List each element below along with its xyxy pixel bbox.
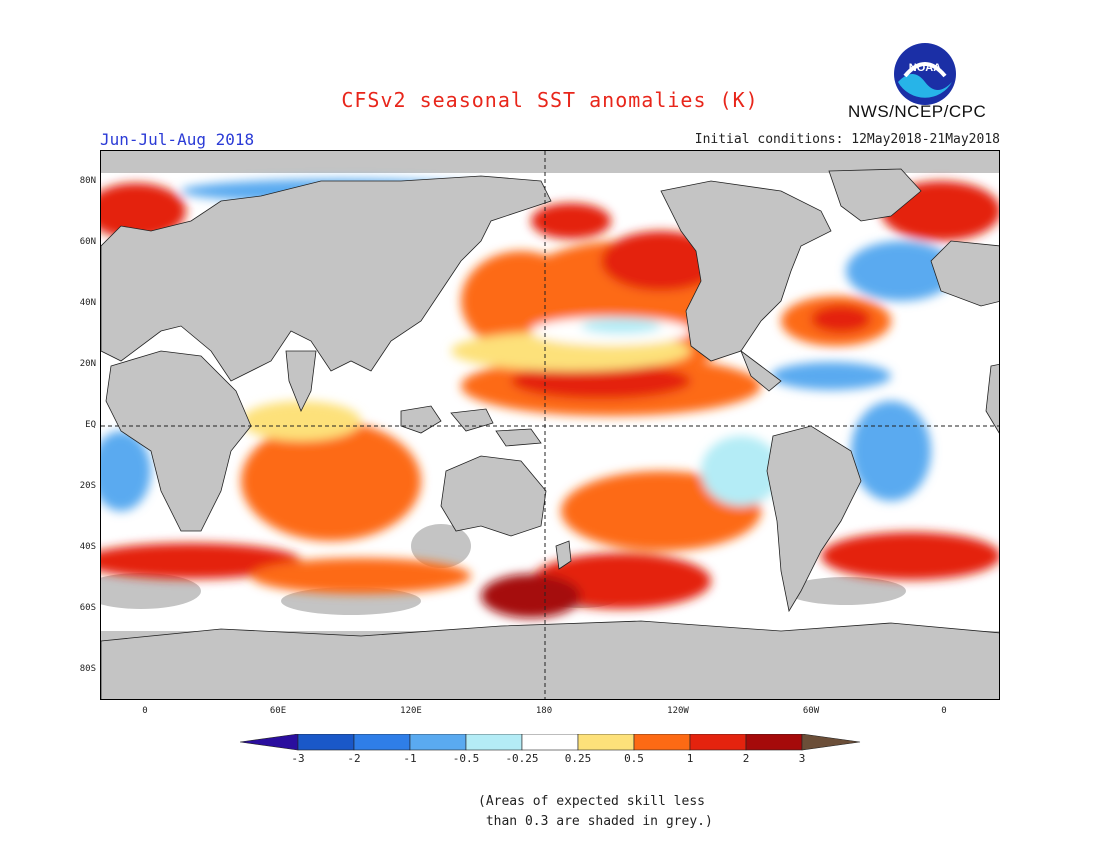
colorbar-tick: -2	[347, 752, 361, 765]
noaa-logo-text: NOAA	[909, 62, 941, 74]
colorbar-bin-1	[297, 733, 355, 751]
lon-label-180: 180	[535, 706, 553, 716]
colorbar-tick: 0.5	[624, 752, 644, 765]
lon-label-60w: 60W	[802, 706, 820, 716]
colorbar-tick: 3	[798, 752, 806, 765]
footnote-line-1: (Areas of expected skill less	[478, 794, 705, 809]
colorbar-bin-3	[409, 733, 467, 751]
lon-label-120e: 120E	[400, 706, 422, 716]
lon-label-60e: 60E	[269, 706, 287, 716]
lat-label-eq: EQ	[85, 420, 96, 430]
colorbar-bin-9	[745, 733, 803, 751]
season-label: Jun-Jul-Aug 2018	[100, 130, 255, 149]
lat-label-40n: 40N	[79, 298, 96, 308]
colorbar-tick: 1	[686, 752, 694, 765]
skill-footnote: (Areas of expected skill less than 0.3 a…	[478, 792, 713, 832]
colorbar-min-arrow	[239, 733, 299, 751]
initial-conditions-label: Initial conditions: 12May2018-21May2018	[694, 132, 1000, 147]
lon-label-120w: 120W	[667, 706, 689, 716]
colorbar-tick: -0.5	[452, 752, 480, 765]
colorbar	[239, 733, 862, 754]
noaa-logo: NOAA	[893, 42, 957, 106]
colorbar-max-arrow	[801, 733, 861, 751]
lon-label-0-east: 0	[941, 706, 947, 716]
colorbar-tick: -1	[403, 752, 417, 765]
lat-label-20s: 20S	[79, 481, 96, 491]
chart-title: CFSv2 seasonal SST anomalies (K)	[341, 88, 759, 112]
colorbar-bin-8	[689, 733, 747, 751]
lat-label-40s: 40S	[79, 542, 96, 552]
lat-label-60s: 60S	[79, 603, 96, 613]
colorbar-bin-2	[353, 733, 411, 751]
lat-label-20n: 20N	[79, 359, 96, 369]
colorbar-bin-7	[633, 733, 691, 751]
lat-label-80s: 80S	[79, 664, 96, 674]
sst-anomaly-map	[100, 150, 1000, 700]
land-masses	[101, 168, 999, 699]
sst-anomaly-fields	[101, 179, 999, 618]
colorbar-bin-5	[521, 733, 579, 751]
colorbar-tick: -3	[291, 752, 305, 765]
colorbar-bin-4	[465, 733, 523, 751]
lon-label-0-west: 0	[142, 706, 148, 716]
colorbar-bin-6	[577, 733, 635, 751]
agency-label: NWS/NCEP/CPC	[848, 102, 987, 121]
lat-label-60n: 60N	[79, 237, 96, 247]
lat-label-80n: 80N	[79, 176, 96, 186]
colorbar-tick: 0.25	[564, 752, 592, 765]
footnote-line-2: than 0.3 are shaded in grey.)	[478, 814, 713, 829]
colorbar-tick: -0.25	[505, 752, 539, 765]
colorbar-tick: 2	[742, 752, 750, 765]
